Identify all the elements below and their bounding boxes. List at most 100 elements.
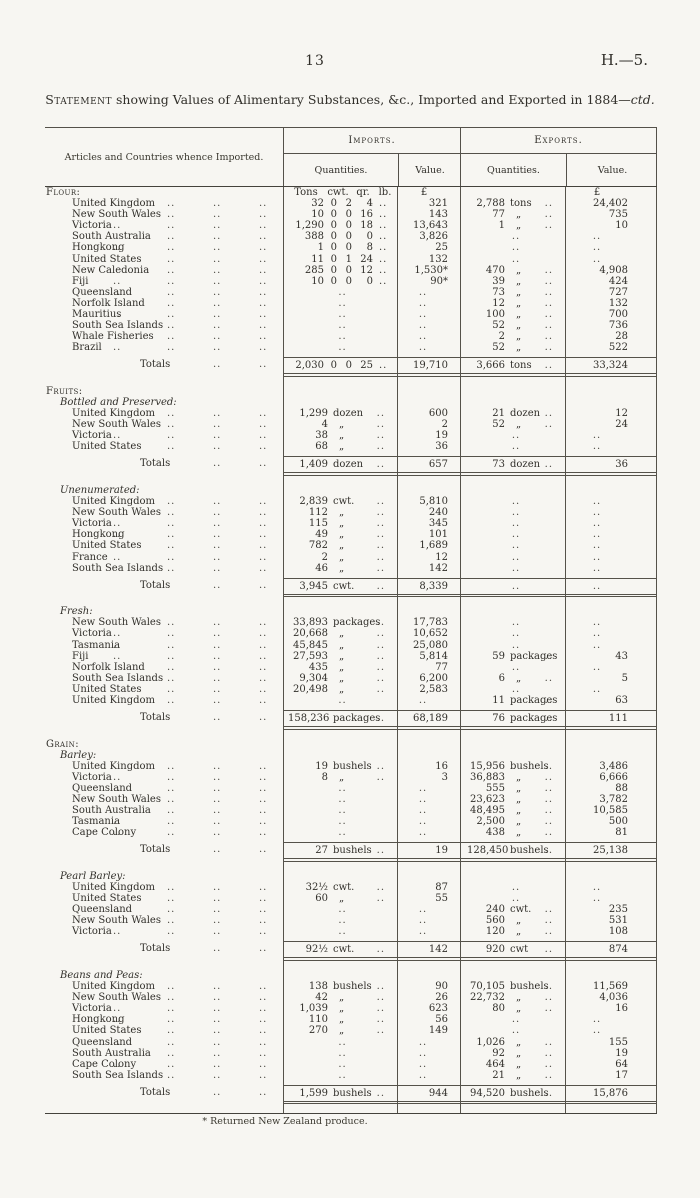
empty-dots: .. xyxy=(592,562,602,574)
table-row: Norfolk Island.......... 12 „.. 132 xyxy=(45,297,657,310)
article-cell: Queensland........ xyxy=(45,1037,283,1048)
data-cell xyxy=(565,475,657,485)
data-cell: 5,814 xyxy=(397,650,460,662)
table-row: United States...... 20,498 „.. 2,583.... xyxy=(45,683,657,695)
table-row: Cape Colony............ 464 „.. 64 xyxy=(45,1058,657,1070)
data-cell: 24,402 xyxy=(565,198,657,210)
data-cell: 132 xyxy=(397,253,460,265)
data-cell: 27,593 „.. xyxy=(283,650,397,662)
data-cell xyxy=(565,472,657,476)
country-name: Victoria xyxy=(72,628,112,640)
leader-dots: .. xyxy=(259,297,268,309)
data-cell xyxy=(283,706,397,711)
country-name: Brazil xyxy=(72,342,102,354)
leader-dots: .. xyxy=(213,650,222,662)
leader-dots: .. xyxy=(113,904,122,916)
exports-value-header: Value. xyxy=(566,154,658,186)
data-cell: 12 xyxy=(397,551,460,563)
data-cell xyxy=(460,397,565,409)
leader-dots: .. xyxy=(213,540,222,552)
article-cell: Hongkong........ xyxy=(45,529,283,540)
leader-dots: .. xyxy=(213,1003,222,1015)
article-cell: New South Wales...... xyxy=(45,209,283,220)
empty-dots: .. xyxy=(418,816,428,828)
leader-dots: .. xyxy=(167,264,176,276)
table-row: Tasmania............ 2,500 „.. 500 xyxy=(45,816,657,828)
imports-quantities-header: Quantities. xyxy=(314,164,368,176)
data-cell: .. xyxy=(460,683,565,695)
data-cell: .. xyxy=(565,617,657,629)
data-cell: 4,036 xyxy=(565,992,657,1004)
leader-dots: .. xyxy=(259,1025,268,1037)
data-cell xyxy=(565,1104,657,1114)
leader-dots: .. xyxy=(259,893,268,905)
data-cell: 94,520 bushels.. xyxy=(460,1084,565,1102)
country-name: United States xyxy=(72,253,142,265)
table-row: New South Wales.......... 23,623 „.. 3,782 xyxy=(45,794,657,806)
data-cell xyxy=(565,373,657,377)
empty-dots: .. xyxy=(511,507,521,519)
data-cell: 1,039 „.. xyxy=(283,1003,397,1015)
leader-dots: .. xyxy=(167,331,176,343)
leader-dots: .. xyxy=(213,915,222,927)
data-cell xyxy=(460,353,565,358)
subsection-label: Pearl Barley: xyxy=(60,870,126,882)
leader-dots: .. xyxy=(167,507,176,519)
data-cell xyxy=(565,726,657,730)
table-row: Victoria........ 115 „.. 345.... xyxy=(45,518,657,530)
article-cell: New Caledonia...... xyxy=(45,265,283,276)
leader-dots: .. xyxy=(167,518,176,530)
data-cell xyxy=(397,573,460,578)
empty-dots: .. xyxy=(418,915,428,927)
empty-dots: .. xyxy=(592,430,602,442)
data-cell xyxy=(565,861,657,871)
data-cell: 345 xyxy=(397,518,460,530)
data-cell: 6,666 xyxy=(565,771,657,783)
leader-dots: .. xyxy=(259,342,268,354)
data-cell: 11 packages.. xyxy=(460,694,565,707)
data-cell: 17 xyxy=(565,1069,657,1081)
table-row: United Kingdom...... 32 0 2 4.. 321 2,788 tons.… xyxy=(45,198,657,210)
data-cell: 20,498 „.. xyxy=(283,683,397,695)
data-cell: 435 „.. xyxy=(283,661,397,673)
country-name: New South Wales xyxy=(72,419,161,431)
empty-dots: .. xyxy=(592,529,602,541)
country-name: United States xyxy=(72,893,142,905)
leader-dots: .. xyxy=(167,1003,176,1015)
data-cell xyxy=(460,1080,565,1085)
data-cell: .. xyxy=(283,782,397,795)
data-cell xyxy=(397,452,460,457)
data-cell: 470 „.. xyxy=(460,264,565,276)
data-cell: 3,486 xyxy=(565,760,657,772)
data-cell: 944 xyxy=(397,1084,460,1102)
data-cell: £ xyxy=(565,187,657,199)
article-cell: Fresh: xyxy=(45,606,283,617)
data-cell xyxy=(283,373,397,377)
country-name: United States xyxy=(72,441,142,453)
page-number: 13 xyxy=(305,53,325,69)
spacer-row xyxy=(45,838,657,843)
empty-dots: .. xyxy=(592,1025,602,1037)
article-cell: New South Wales...... xyxy=(45,507,283,518)
imports-label: Imports. xyxy=(284,128,460,154)
data-cell: 158,236 packages.. xyxy=(283,710,397,728)
empty-dots: .. xyxy=(418,782,428,794)
article-cell: United Kingdom...... xyxy=(45,198,283,209)
country-name: Queensland xyxy=(72,782,133,794)
data-cell xyxy=(283,861,397,871)
data-cell xyxy=(397,957,460,961)
table-row: Queensland............ 555 „.. 88 xyxy=(45,782,657,795)
country-name: Victoria xyxy=(72,430,112,442)
leader-dots: .. xyxy=(213,683,222,695)
leader-dots: .. xyxy=(213,1086,222,1098)
data-cell xyxy=(283,472,397,476)
data-cell: 132 xyxy=(565,297,657,310)
table-row: Brazil............ 52 „.. 522 xyxy=(45,342,657,354)
data-cell xyxy=(397,397,460,409)
article-cell: Grain: xyxy=(45,739,283,750)
data-cell: .. xyxy=(460,529,565,541)
data-cell: .. xyxy=(460,1025,565,1037)
leader-dots: .. xyxy=(259,242,268,254)
data-cell: .. xyxy=(460,577,565,595)
data-cell xyxy=(460,573,565,578)
